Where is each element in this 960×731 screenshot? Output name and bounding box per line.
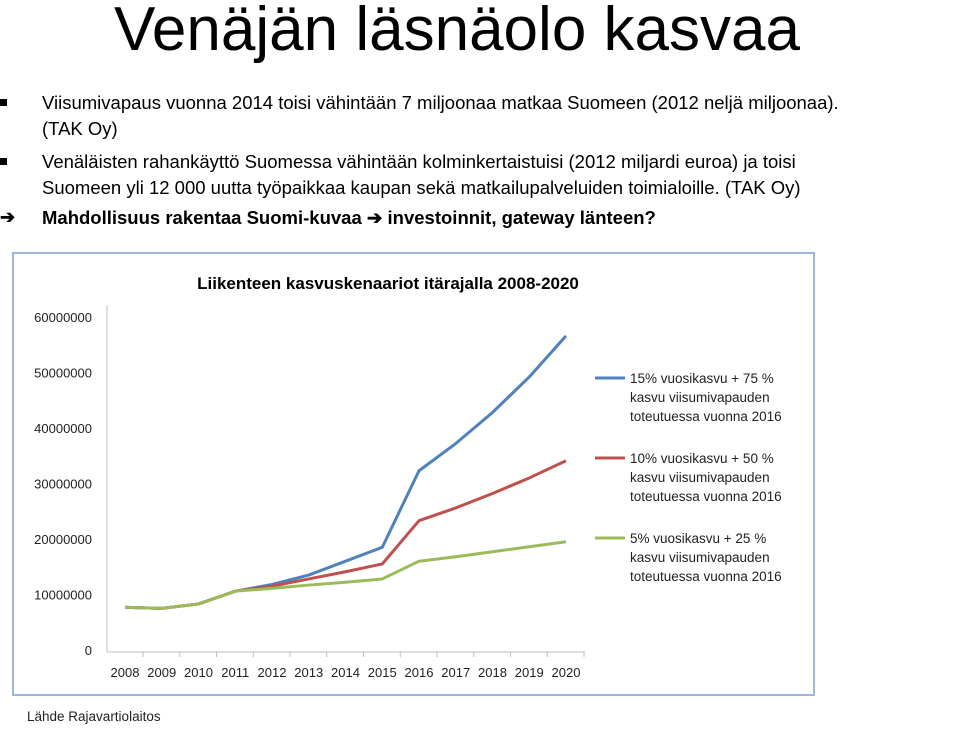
legend-label: toteutuessa vuonna 2016 [630,489,782,504]
legend: 15% vuosikasvu + 75 % kasvu viisumivapaud… [595,371,782,584]
legend-label: kasvu viisumivapauden [630,470,770,485]
y-tick-label: 60000000 [34,310,92,325]
chart-frame [12,252,815,696]
y-tick-label: 30000000 [34,477,92,492]
y-tick-label: 20000000 [34,532,92,547]
arrow-right-icon: ➔ [366,207,388,228]
legend-label: toteutuessa vuonna 2016 [630,569,782,584]
conclusion-text: Mahdollisuus rakentaa Suomi-kuvaa ➔ inve… [42,205,656,231]
x-tick-label: 2008 [111,665,140,680]
series-line [124,459,567,610]
bullet-line: Suomeen yli 12 000 uutta työpaikkaa kaup… [42,177,801,198]
chart-title: Liikenteen kasvuskenaariot itärajalla 20… [197,274,579,293]
x-tick-label: 2011 [221,665,249,680]
bullet-line: (TAK Oy) [42,118,118,139]
legend-label: kasvu viisumivapauden [630,550,770,565]
square-bullet-icon [0,99,7,106]
bullet-text: Viisumivapaus vuonna 2014 toisi vähintää… [42,90,839,142]
conclusion-part2: investoinnit, gateway länteen? [387,207,656,228]
bullet-text: Venäläisten rahankäyttö Suomessa vähintä… [42,149,801,201]
y-tick-label: 10000000 [34,588,92,603]
series-line [124,334,568,610]
x-tick-label: 2017 [441,665,470,680]
bullet-line: Viisumivapaus vuonna 2014 toisi vähintää… [42,92,839,113]
conclusion-part1: Mahdollisuus rakentaa Suomi-kuvaa [42,207,362,228]
x-tick-label: 2009 [147,665,176,680]
legend-label: kasvu viisumivapauden [630,390,770,405]
series-line [124,540,567,610]
slide-title: Venäjän läsnäolo kasvaa [114,0,800,64]
legend-label: 5% vuosikasvu + 25 % [630,531,766,546]
series-group [124,334,568,610]
legend-label: toteutuessa vuonna 2016 [630,409,782,424]
bullet-line: Venäläisten rahankäyttö Suomessa vähintä… [42,151,796,172]
arrow-right-icon: ➔ [0,207,16,227]
y-axis: 0 10000000 20000000 30000000 40000000 5000000… [34,305,108,658]
x-tick-label: 2014 [331,665,360,680]
legend-label: 10% vuosikasvu + 50 % [630,451,774,466]
y-tick-label: 50000000 [34,366,92,381]
x-tick-label: 2015 [368,665,397,680]
x-tick-label: 2019 [515,665,544,680]
x-tick-label: 2010 [184,665,213,680]
x-tick-label: 2012 [258,665,287,680]
legend-label: 15% vuosikasvu + 75 % [630,371,774,386]
x-axis: 2008 2009 2010 2011 2012 2013 2014 2015 2016 2017… [107,651,585,680]
x-tick-label: 2016 [405,665,434,680]
y-tick-label: 40000000 [34,421,92,436]
x-tick-label: 2018 [478,665,507,680]
source-note: Lähde Rajavartiolaitos [27,709,161,724]
x-tick-label: 2020 [552,665,581,680]
x-tick-label: 2013 [294,665,323,680]
square-bullet-icon [0,158,7,165]
y-tick-label: 0 [85,643,92,658]
